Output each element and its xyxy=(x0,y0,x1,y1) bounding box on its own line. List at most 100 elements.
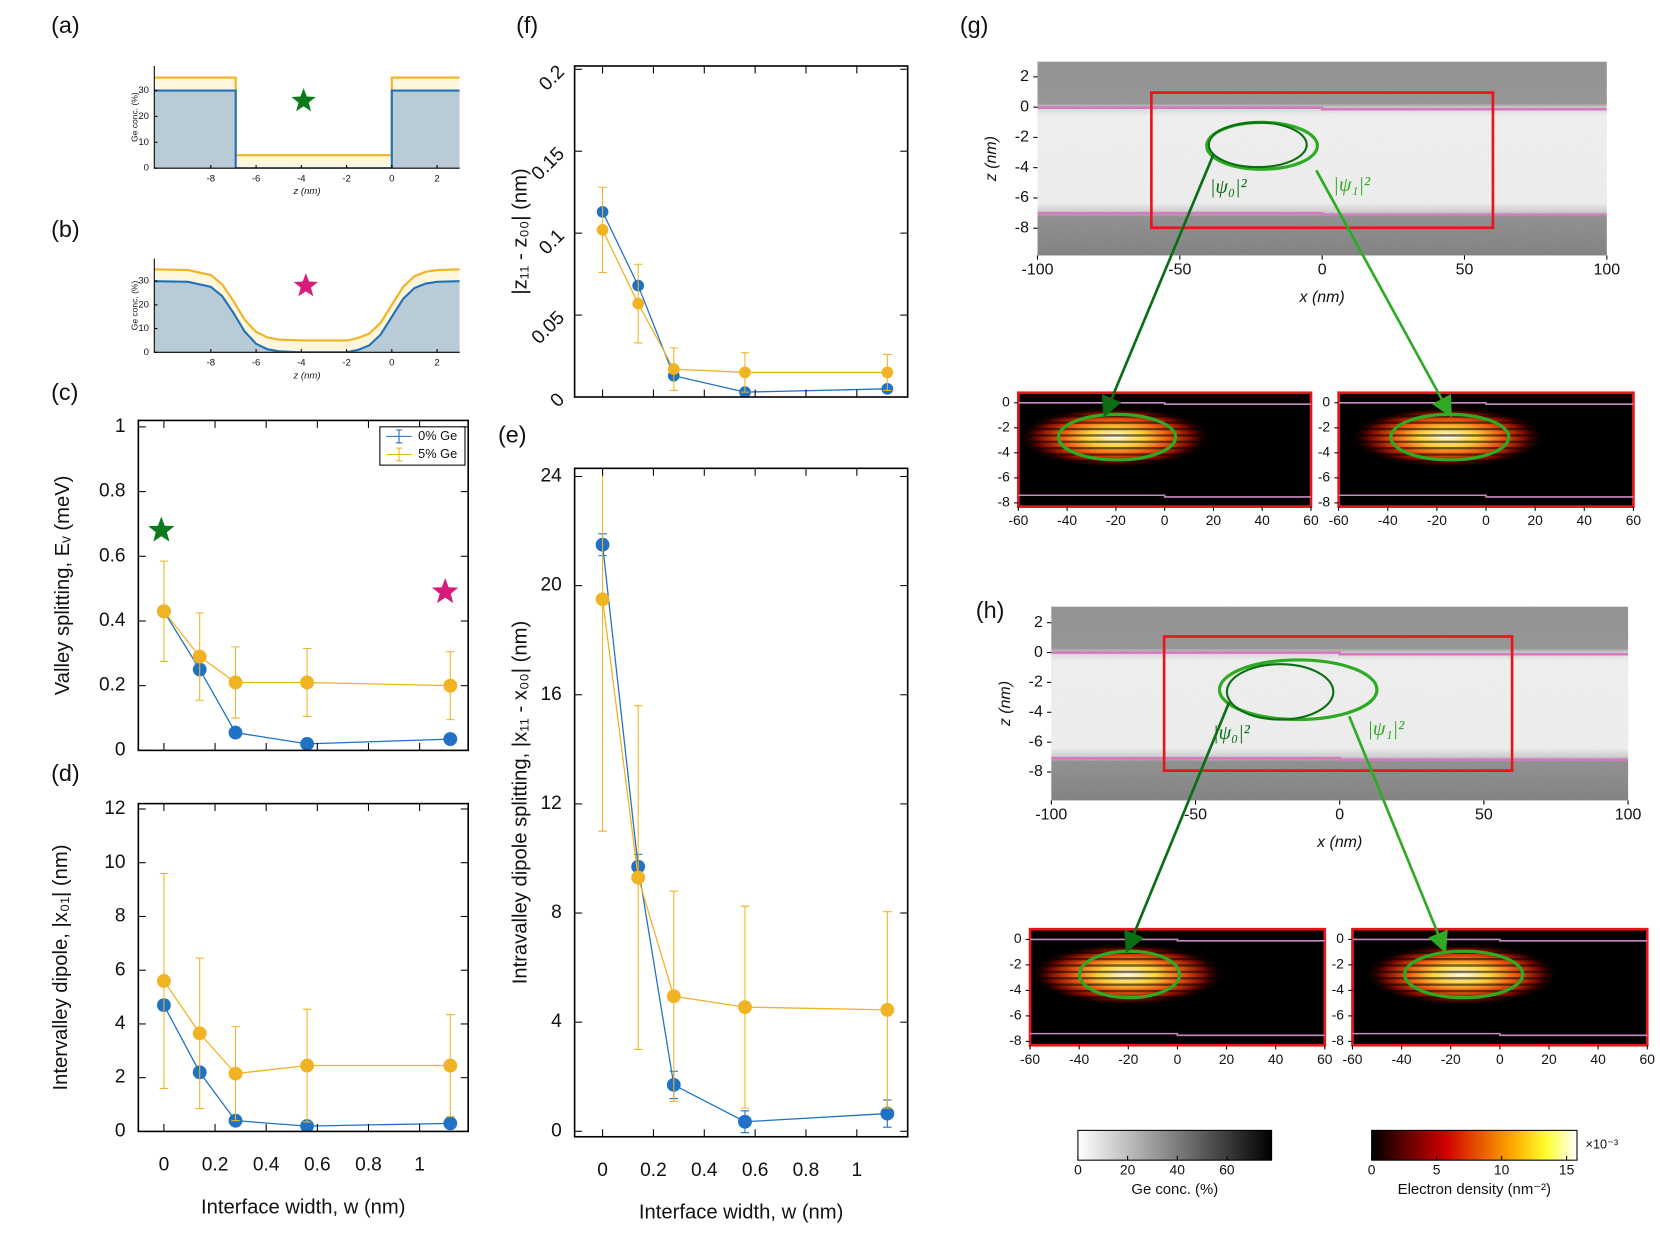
x-tick-label: 0 xyxy=(1161,512,1169,528)
x-tick-label: 50 xyxy=(1456,262,1474,279)
x-tick-label: -8 xyxy=(207,357,216,368)
annotation: |ψ₁|² xyxy=(1333,174,1371,196)
x-tick-label: -40 xyxy=(1392,1051,1412,1067)
y-axis-label: Intervalley dipole, |x₀₁| (nm) xyxy=(50,845,72,1091)
y-axis-label: z (nm) xyxy=(997,681,1014,727)
panel-label: (h) xyxy=(976,597,1005,623)
x-tick-label: 0 xyxy=(1335,807,1344,824)
star-marker xyxy=(291,88,316,112)
y-tick-label: -8 xyxy=(1029,763,1043,780)
y-tick-label: 20 xyxy=(541,575,562,596)
y-tick-label: 10 xyxy=(138,323,149,334)
annotation: |ψ₀|² xyxy=(1210,176,1248,198)
y-tick-label: 4 xyxy=(551,1011,562,1032)
plot-area xyxy=(156,560,458,751)
x-tick-label: 1 xyxy=(414,1155,425,1176)
x-axis-label: Interface width, w (nm) xyxy=(639,1202,843,1224)
y-tick-label: -4 xyxy=(1029,704,1043,721)
y-tick-label: 24 xyxy=(541,466,563,487)
annotation: |ψ₀|² xyxy=(1213,722,1251,744)
tick-label: 0 xyxy=(1074,1161,1082,1177)
y-tick-label: 0.2 xyxy=(535,62,569,96)
point xyxy=(738,1114,752,1129)
y-tick-label: -8 xyxy=(1332,1032,1345,1048)
y-tick-label: 30 xyxy=(138,85,149,96)
interface-line xyxy=(1051,756,1629,762)
x-tick-label: 20 xyxy=(1219,1051,1235,1067)
y-axis-label: Ge conc. (%) xyxy=(129,92,139,142)
x-tick-label: 0.4 xyxy=(691,1160,718,1181)
x-tick-label: -100 xyxy=(1022,262,1054,279)
colorbar xyxy=(1371,1129,1578,1161)
x-tick-label: -6 xyxy=(252,357,261,368)
interface-line xyxy=(1352,1032,1648,1037)
y-tick-label: -4 xyxy=(1015,159,1029,176)
x-tick-label: 0 xyxy=(159,1155,170,1176)
y-tick-label: -4 xyxy=(1009,981,1022,997)
y-tick-label: 8 xyxy=(551,902,562,923)
psi0-ellipse xyxy=(1225,663,1335,721)
tick-label: 0 xyxy=(1368,1161,1376,1177)
area xyxy=(154,90,460,169)
point xyxy=(632,297,645,310)
y-tick-label: 0 xyxy=(547,389,569,411)
x-tick-label: -40 xyxy=(1069,1051,1089,1067)
line xyxy=(154,280,460,353)
x-axis-label: x (nm) xyxy=(1299,289,1345,306)
x-tick-label: 0 xyxy=(1482,512,1490,528)
tick-label: 60 xyxy=(1219,1161,1235,1177)
x-tick-label: 40 xyxy=(1577,512,1593,528)
y-tick-label: -8 xyxy=(1009,1032,1022,1048)
star-marker xyxy=(148,516,175,542)
y-tick-label: 10 xyxy=(104,852,125,873)
panel-label: (g) xyxy=(960,12,989,38)
interface-line xyxy=(1018,494,1311,498)
y-tick-label: 16 xyxy=(541,684,562,705)
x-tick-label: -8 xyxy=(207,173,216,184)
y-tick-label: 0 xyxy=(1014,930,1022,946)
point xyxy=(192,649,207,664)
point xyxy=(596,224,609,236)
x-tick-label: -20 xyxy=(1427,512,1447,528)
arrow xyxy=(1101,154,1215,418)
y-tick-label: 0 xyxy=(1034,644,1043,661)
y-tick-label: -6 xyxy=(1029,733,1043,750)
y-tick-label: 0.4 xyxy=(99,610,126,631)
x-tick-label: 0.4 xyxy=(253,1155,280,1176)
x-tick-label: -50 xyxy=(1184,807,1207,824)
y-tick-label: 2 xyxy=(1034,614,1043,631)
x-tick-label: -4 xyxy=(297,357,306,368)
y-tick-label: 30 xyxy=(138,276,149,287)
point xyxy=(228,675,243,690)
x-tick-label: -40 xyxy=(1378,512,1398,528)
point xyxy=(595,592,610,607)
y-tick-label: -8 xyxy=(1318,494,1331,510)
y-tick-label: 0.1 xyxy=(535,225,569,259)
x-tick-label: 60 xyxy=(1626,512,1642,528)
x-tick-label: -20 xyxy=(1106,512,1126,528)
y-tick-label: 2 xyxy=(1020,68,1029,85)
tick-label: 20 xyxy=(1120,1161,1136,1177)
x-tick-label: 40 xyxy=(1255,512,1271,528)
interface-line xyxy=(1030,938,1325,942)
x-tick-label: 50 xyxy=(1475,807,1493,824)
point xyxy=(228,1066,243,1081)
panel-label: (f) xyxy=(516,12,538,38)
y-tick-label: 12 xyxy=(104,798,125,819)
y-tick-label: 8 xyxy=(115,906,126,927)
x-tick-label: 0.2 xyxy=(202,1155,229,1176)
x-tick-label: 20 xyxy=(1206,512,1222,528)
point xyxy=(192,1026,207,1041)
y-tick-label: -8 xyxy=(998,494,1011,510)
y-tick-label: 0 xyxy=(144,163,149,174)
x-tick-label: 0.8 xyxy=(355,1155,382,1176)
y-tick-label: 10 xyxy=(138,137,149,148)
y-tick-label: 12 xyxy=(541,793,562,814)
colorbar-label: Ge conc. (%) xyxy=(1131,1182,1218,1198)
point xyxy=(156,974,171,988)
y-tick-label: 0 xyxy=(1336,930,1344,946)
y-tick-label: -4 xyxy=(998,443,1011,459)
arrow xyxy=(1124,701,1231,954)
